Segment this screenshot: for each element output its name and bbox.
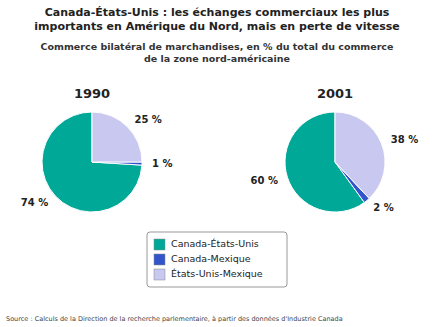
data-label: 38 %: [391, 134, 418, 145]
legend: Canada-États-Unis Canada-Mexique États-Uni…: [147, 232, 287, 287]
data-label: 60 %: [251, 175, 278, 186]
pie-label: 2001: [317, 86, 353, 101]
legend-swatch: [154, 254, 165, 265]
slice: [335, 112, 385, 198]
legend-swatch: [154, 269, 165, 280]
data-label: 25 %: [134, 114, 161, 125]
pie: [42, 112, 142, 212]
title: Canada-États-Unis : les échanges commerc…: [34, 6, 399, 33]
pie: [285, 112, 385, 212]
legend-entry: États-Unis-Mexique: [171, 268, 263, 279]
subtitle: Commerce bilatéral de marchandises, en %…: [41, 41, 394, 64]
legend-swatch: [154, 239, 165, 250]
legend-box: [147, 232, 287, 287]
legend-entry: Canada-Mexique: [171, 253, 251, 264]
source: Source : Calculs de la Direction de la r…: [6, 315, 343, 323]
data-label: 2 %: [373, 202, 393, 213]
pie-label: 1990: [74, 86, 110, 101]
data-label: 74 %: [21, 197, 48, 208]
slice: [42, 112, 142, 212]
data-label: 1 %: [152, 158, 172, 169]
chart: Canada-États-Unis : les échanges commerc…: [0, 0, 434, 327]
legend-entry: Canada-États-Unis: [171, 238, 259, 249]
